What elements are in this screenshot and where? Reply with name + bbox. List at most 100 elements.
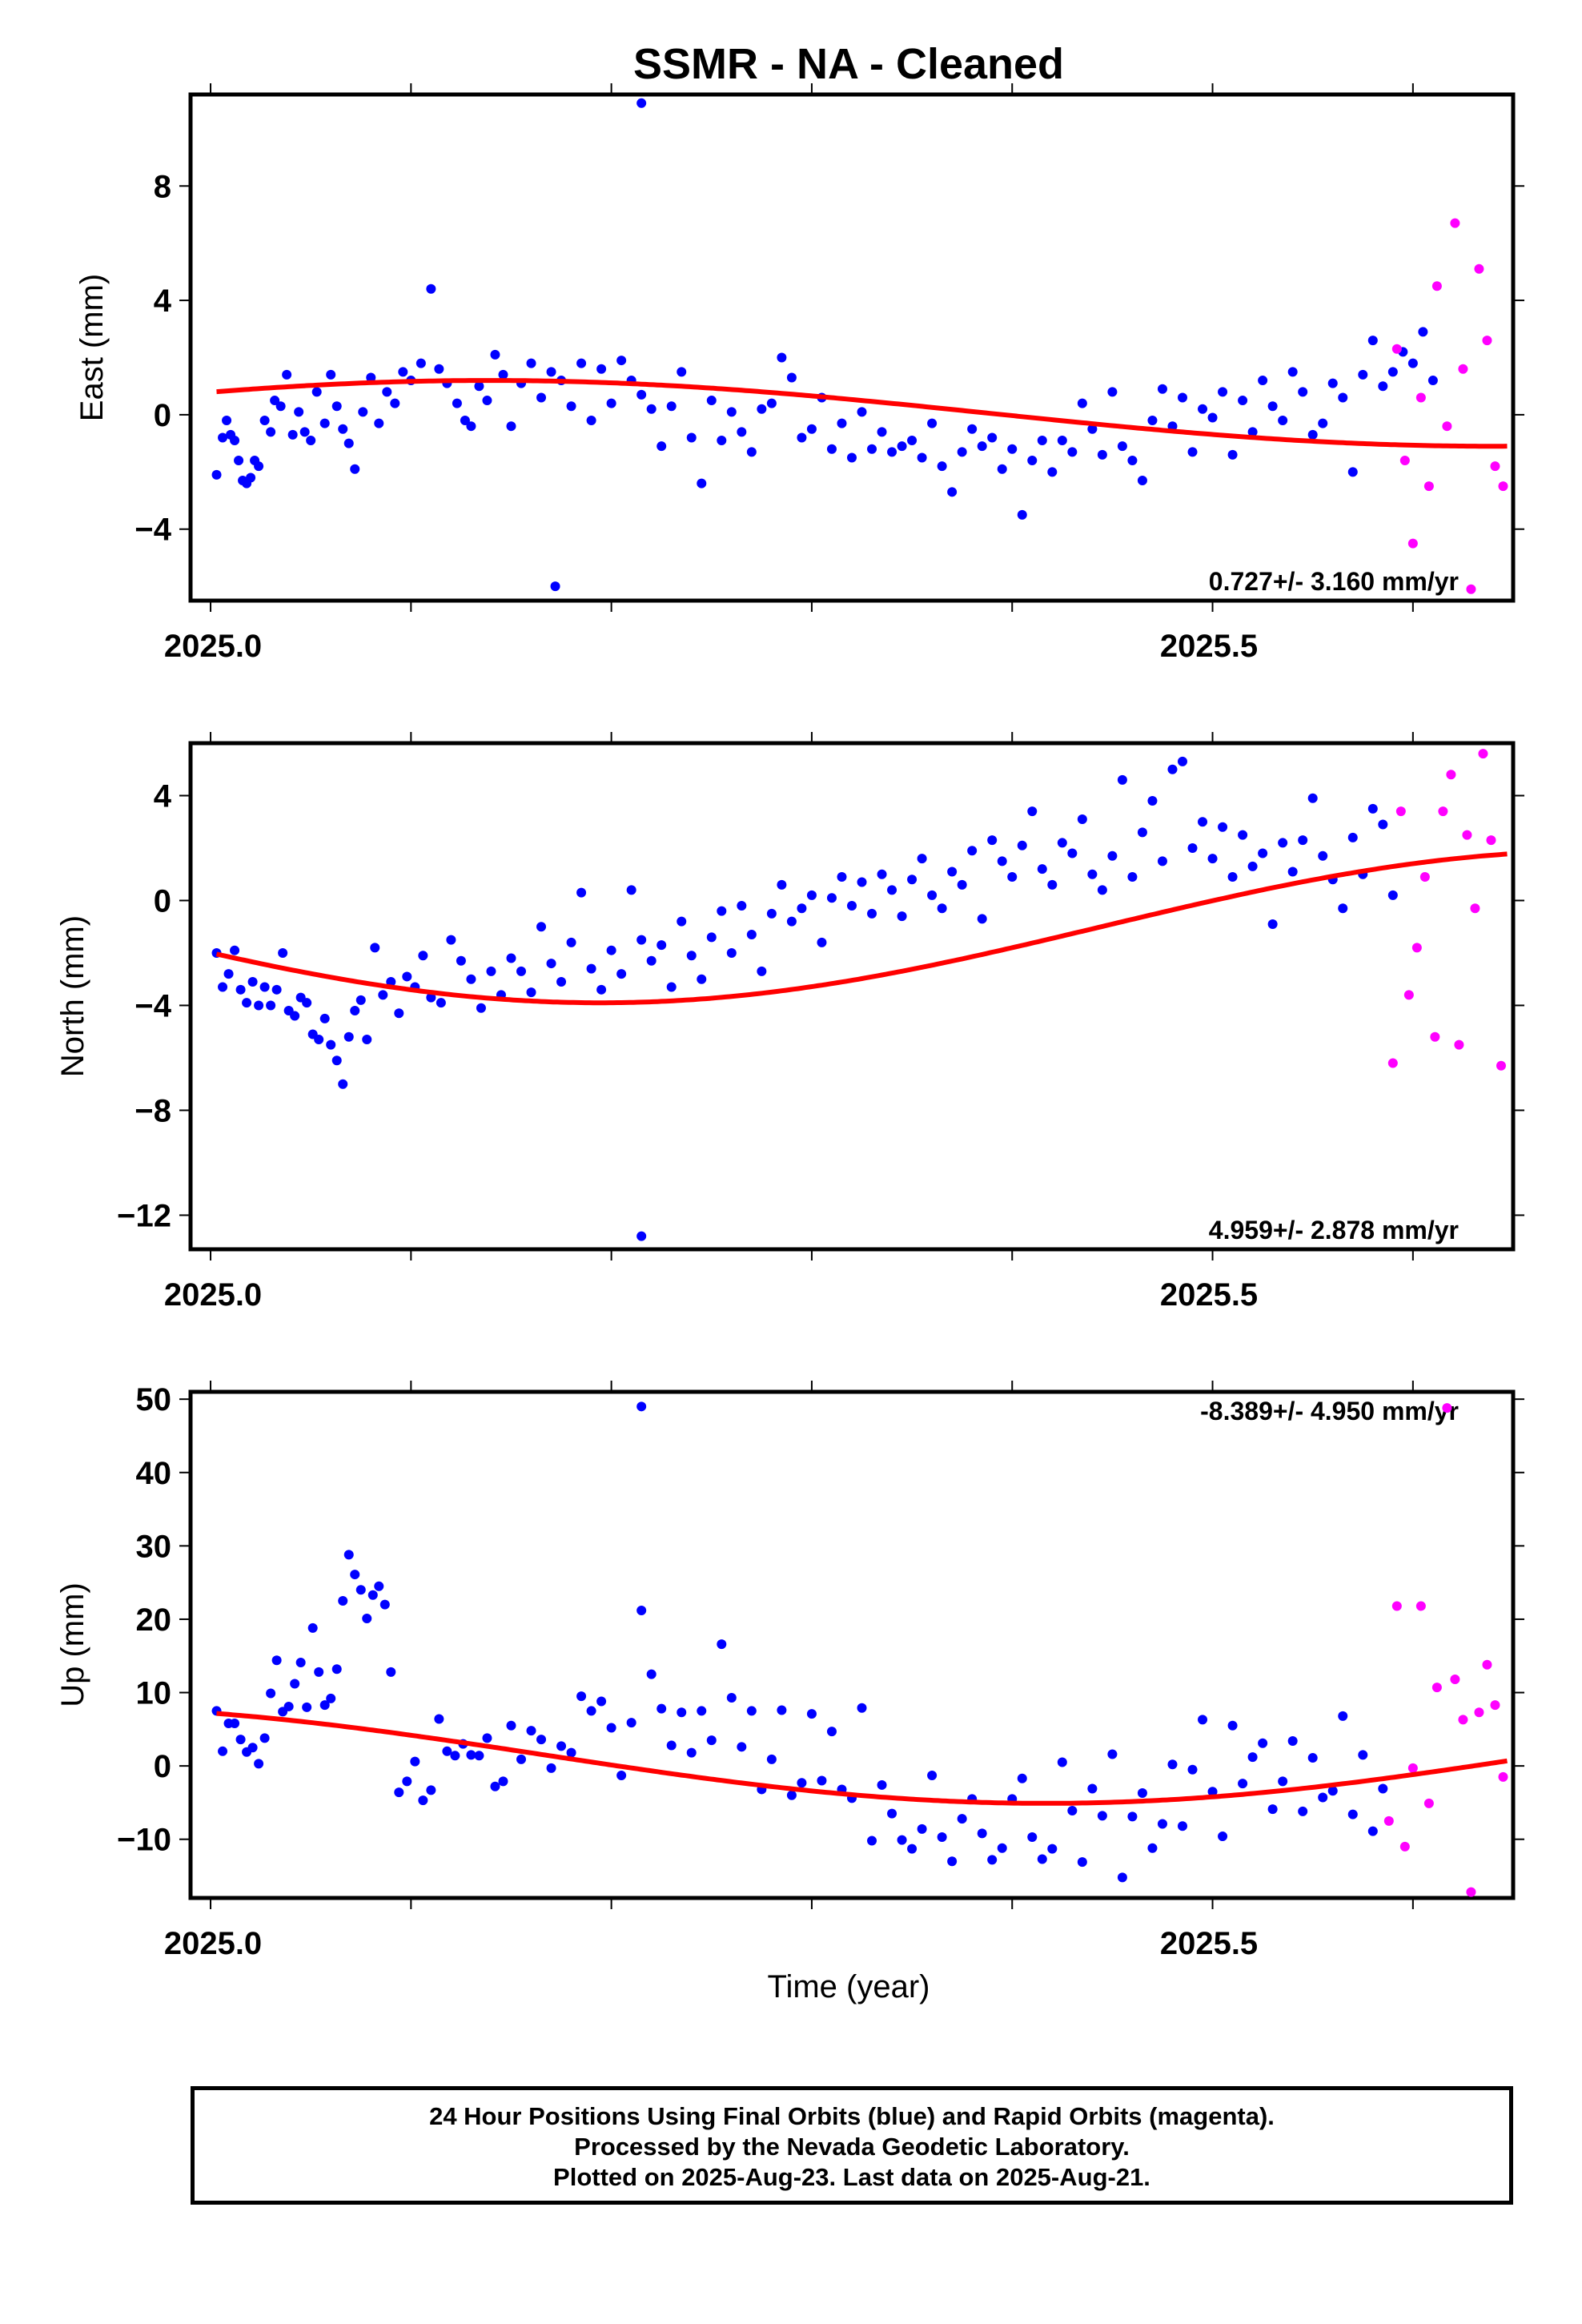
rapid-point-north xyxy=(1438,806,1448,817)
final-point-up xyxy=(556,1741,567,1751)
final-point-east xyxy=(737,427,747,437)
final-point-up xyxy=(1378,1783,1388,1794)
final-point-north xyxy=(1077,814,1087,824)
final-point-up xyxy=(867,1835,877,1846)
final-point-north xyxy=(556,976,567,987)
final-point-north xyxy=(426,992,436,1003)
rapid-point-north xyxy=(1496,1060,1506,1071)
final-point-east xyxy=(997,464,1007,474)
final-point-north xyxy=(706,932,717,943)
final-point-east xyxy=(460,416,470,426)
final-point-east xyxy=(498,369,508,380)
x-tick-label-north-2025.5: 2025.5 xyxy=(1160,1277,1258,1313)
final-point-up xyxy=(977,1828,987,1839)
final-point-north xyxy=(247,976,258,987)
final-point-up xyxy=(516,1754,526,1764)
final-point-north xyxy=(1318,850,1328,861)
final-point-east xyxy=(1127,456,1138,466)
y-tick-label-north: 0 xyxy=(154,883,171,919)
rapid-point-north xyxy=(1403,990,1414,1000)
final-point-north xyxy=(1238,830,1248,840)
final-point-north xyxy=(606,945,616,955)
x-tick-label-east-2025.0: 2025.0 xyxy=(164,629,262,664)
final-point-north xyxy=(887,885,897,895)
final-point-up xyxy=(1147,1843,1158,1853)
final-point-east xyxy=(366,372,376,383)
final-point-up xyxy=(626,1718,636,1728)
final-point-east xyxy=(1427,376,1438,386)
final-point-up xyxy=(302,1702,312,1712)
y-tick-label-up: 30 xyxy=(136,1529,172,1564)
final-point-east xyxy=(656,441,667,452)
rapid-point-east xyxy=(1399,456,1410,466)
final-point-east xyxy=(326,369,336,380)
final-point-east xyxy=(299,427,310,437)
final-point-up xyxy=(355,1585,366,1595)
final-point-east xyxy=(1067,447,1078,457)
final-point-east xyxy=(1318,418,1328,428)
rapid-point-east xyxy=(1450,218,1460,228)
final-point-east xyxy=(230,436,240,446)
final-point-north xyxy=(977,914,987,924)
final-point-up xyxy=(271,1655,282,1666)
final-point-east xyxy=(937,461,947,472)
final-point-up xyxy=(596,1696,607,1707)
final-point-up xyxy=(1167,1759,1178,1770)
final-point-north xyxy=(616,969,627,979)
final-point-up xyxy=(857,1703,867,1713)
final-point-east xyxy=(374,418,384,428)
y-tick-label-north: 4 xyxy=(154,778,172,814)
rapid-point-up xyxy=(1407,1763,1418,1773)
final-point-up xyxy=(307,1622,318,1633)
final-point-north xyxy=(1117,774,1127,785)
final-point-north xyxy=(456,955,466,966)
rapid-point-up xyxy=(1490,1700,1500,1711)
rapid-point-east xyxy=(1407,538,1418,549)
y-tick-label-east: 8 xyxy=(154,169,171,204)
final-point-east xyxy=(757,404,767,414)
rapid-point-east xyxy=(1490,461,1500,472)
final-point-east xyxy=(482,396,492,406)
final-point-east xyxy=(766,398,777,408)
x-tick-label-east-2025.5: 2025.5 xyxy=(1160,629,1258,664)
final-point-east xyxy=(1258,376,1268,386)
final-point-north xyxy=(867,908,877,919)
final-point-north xyxy=(218,982,228,992)
final-point-up xyxy=(410,1756,420,1767)
final-point-east xyxy=(636,98,647,108)
final-point-north xyxy=(1107,850,1118,861)
final-point-up xyxy=(806,1709,817,1719)
final-point-north xyxy=(817,937,827,947)
final-point-up xyxy=(1037,1854,1047,1864)
x-axis-label: Time (year) xyxy=(768,1969,930,2004)
final-point-up xyxy=(636,1605,647,1615)
final-point-up xyxy=(817,1775,827,1786)
final-point-up xyxy=(1198,1715,1208,1725)
final-point-up xyxy=(1087,1783,1098,1794)
final-point-up xyxy=(1347,1809,1358,1819)
final-point-east xyxy=(726,407,737,417)
final-point-east xyxy=(358,407,368,417)
final-point-north xyxy=(757,966,767,976)
final-point-east xyxy=(211,469,222,480)
rapid-point-north xyxy=(1454,1039,1464,1050)
final-point-up xyxy=(450,1751,460,1761)
final-point-up xyxy=(434,1714,444,1724)
final-point-up xyxy=(350,1570,360,1580)
final-point-up xyxy=(1178,1821,1187,1831)
final-point-east xyxy=(416,358,426,368)
final-point-north xyxy=(837,872,847,883)
final-point-north xyxy=(826,893,837,903)
final-point-east xyxy=(1027,456,1038,466)
final-point-north xyxy=(1367,803,1378,814)
final-point-east xyxy=(338,424,348,434)
rapid-point-north xyxy=(1446,770,1456,780)
final-point-north xyxy=(847,901,857,911)
final-point-north xyxy=(418,951,428,961)
rapid-point-north xyxy=(1395,806,1406,817)
final-point-up xyxy=(576,1691,587,1702)
final-point-north xyxy=(1298,835,1308,846)
rapid-point-north xyxy=(1462,830,1472,840)
final-point-north xyxy=(1307,793,1318,803)
rapid-point-north xyxy=(1411,943,1422,953)
